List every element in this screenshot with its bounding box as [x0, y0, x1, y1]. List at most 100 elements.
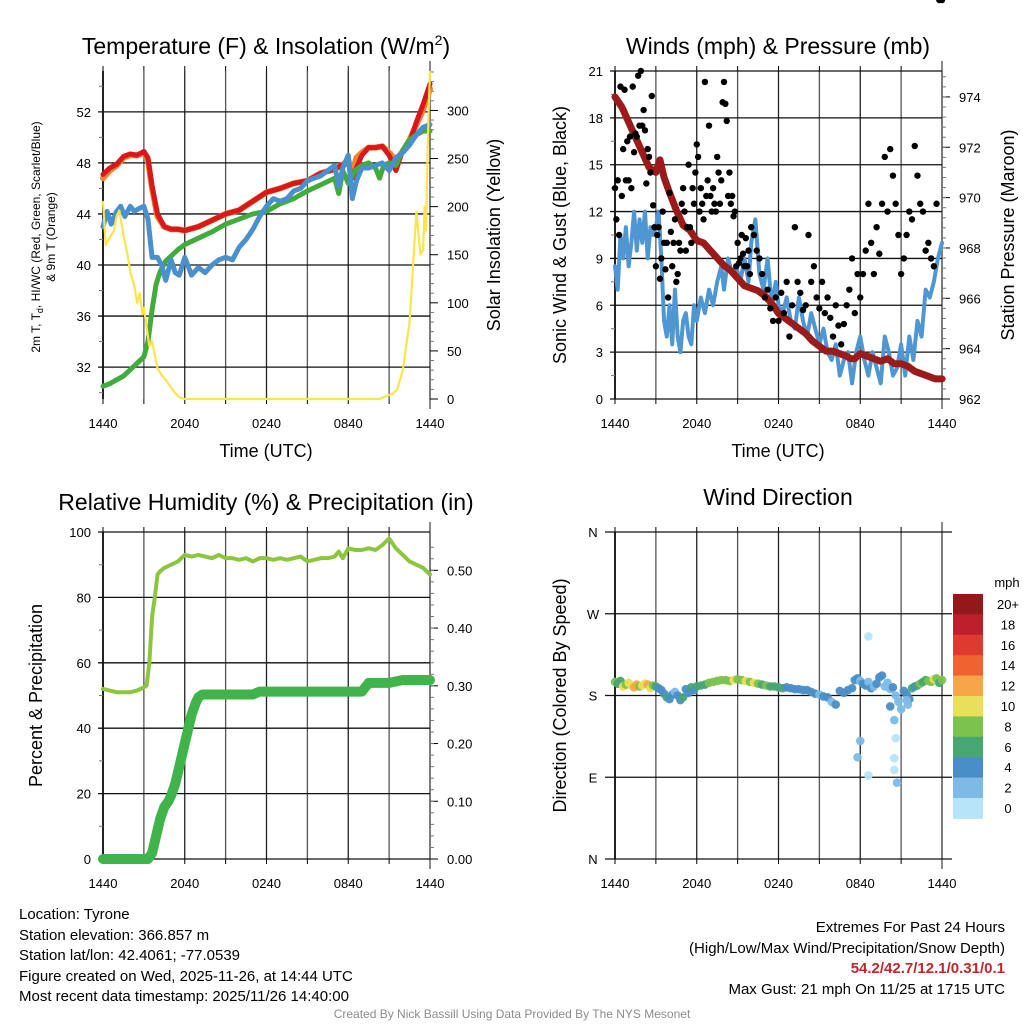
gust-point	[933, 200, 940, 207]
wind-direction-point	[890, 753, 899, 763]
wind-direction-point	[937, 675, 947, 685]
gust-point	[794, 278, 801, 286]
gust-point	[906, 208, 913, 215]
y-axis-label: Direction (Colored By Speed)	[550, 578, 570, 812]
x-tick-label: 1440	[416, 876, 445, 891]
gust-point	[664, 294, 672, 301]
x-tick-label: 1440	[416, 416, 445, 431]
y-tick-label: W	[587, 607, 600, 622]
gust-point	[772, 294, 779, 301]
gust-point	[764, 286, 771, 293]
created-text: Figure created on Wed, 2025-11-26, at 14…	[19, 967, 353, 985]
x-tick-label: 2040	[682, 416, 711, 431]
gust-point	[634, 72, 642, 79]
gust-point	[639, 122, 646, 129]
gust-point	[686, 223, 694, 231]
wind-direction-point	[853, 752, 862, 762]
gust-point	[712, 208, 720, 215]
gust-point	[865, 200, 872, 207]
y-tick-label: 9	[596, 251, 603, 266]
gust-point	[919, 208, 927, 215]
gust-point	[641, 127, 649, 134]
y2-tick-label: 0	[447, 392, 454, 407]
wind-direction-point	[877, 671, 887, 680]
x-tick-label: 2040	[682, 876, 711, 891]
gust-point	[630, 149, 638, 156]
colorbar-label: 2	[1004, 781, 1011, 796]
station-pressure-line	[611, 93, 946, 383]
colorbar-label: 10	[1001, 699, 1015, 714]
gust-point	[859, 270, 867, 278]
gust-point	[662, 266, 669, 273]
colorbar-swatch	[953, 696, 983, 717]
gust-point	[671, 216, 679, 223]
y-tick-label: 80	[77, 590, 91, 605]
location-text: Location: Tyrone	[19, 906, 130, 923]
gust-point	[824, 294, 831, 301]
gust-point	[876, 250, 883, 257]
gust-point	[644, 145, 651, 153]
wind-direction-point	[864, 632, 873, 641]
gust-point	[633, 133, 640, 140]
gust-point	[685, 161, 692, 168]
gust-point	[716, 200, 724, 207]
wind-direction-point	[888, 683, 898, 692]
gust-point	[645, 153, 653, 161]
gust-point	[697, 184, 705, 192]
y-tick-label: 18	[589, 111, 603, 126]
gust-point	[621, 86, 628, 93]
colorbar-swatch	[953, 634, 983, 656]
gust-point	[711, 200, 718, 207]
elevation-text: Station elevation: 366.857 m	[19, 926, 210, 944]
gust-point	[722, 100, 729, 108]
y2-tick-label: 0.10	[447, 794, 472, 809]
gust-point	[922, 247, 929, 254]
gust-point	[726, 169, 733, 176]
gust-point	[897, 270, 905, 278]
y-tick-label: 40	[77, 258, 91, 273]
gust-point	[758, 270, 766, 278]
y-tick-label: 60	[77, 656, 91, 671]
wind-direction-point	[896, 704, 906, 714]
timestamp-text: Most recent data timestamp: 2025/11/26 1…	[19, 988, 349, 1005]
colorbar-swatch	[953, 655, 983, 677]
extremes-legend: (High/Low/Max Wind/Precipitation/Snow De…	[689, 939, 1005, 957]
colorbar-swatch	[953, 716, 983, 738]
gust-point	[867, 239, 875, 247]
wind-direction-point	[890, 715, 899, 725]
y-tick-label: E	[589, 770, 598, 785]
gust-point	[767, 305, 774, 312]
x-tick-label: 0840	[846, 416, 875, 431]
gust-point	[699, 200, 706, 207]
gust-point	[734, 239, 741, 247]
gust-point	[745, 247, 752, 254]
y2-tick-label: 0.20	[447, 737, 472, 752]
gust-point	[911, 142, 918, 150]
gust-point	[696, 208, 703, 215]
wind-direction-point	[894, 697, 903, 707]
gust-point	[689, 184, 696, 192]
y2-tick-label: 966	[959, 291, 981, 306]
gust-point	[720, 78, 728, 86]
colorbar-label: 0	[1004, 801, 1011, 816]
gust-point	[611, 184, 619, 192]
gust-point	[930, 263, 938, 270]
y2-tick-label: 0.50	[447, 563, 472, 578]
y2-tick-label: 972	[959, 140, 981, 155]
y-tick-label: 21	[589, 64, 603, 79]
gust-point	[656, 275, 664, 282]
y-axis-label-line2: & 9m T (Orange)	[44, 192, 58, 282]
y2-tick-label: 962	[959, 392, 981, 407]
y-tick-label: 40	[77, 721, 91, 736]
gust-point	[816, 305, 823, 312]
y2-tick-label: 0.30	[447, 679, 472, 694]
gust-point	[654, 231, 661, 239]
x-tick-label: 0840	[334, 876, 363, 891]
gust-point	[821, 309, 829, 317]
gust-point	[908, 216, 916, 223]
x-tick-label: 0240	[252, 416, 281, 431]
chart-title: Winds (mph) & Pressure (mb)	[626, 33, 930, 59]
colorbar-label: 8	[1004, 719, 1011, 734]
y-tick-label: N	[588, 852, 597, 867]
gust-point	[693, 141, 700, 148]
